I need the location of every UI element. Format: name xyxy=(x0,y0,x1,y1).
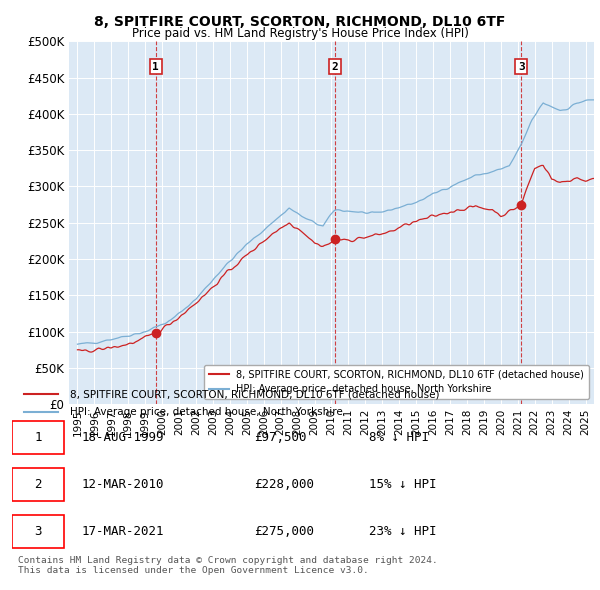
Text: £228,000: £228,000 xyxy=(254,478,314,491)
Text: Contains HM Land Registry data © Crown copyright and database right 2024.
This d: Contains HM Land Registry data © Crown c… xyxy=(18,556,438,575)
Text: 18-AUG-1999: 18-AUG-1999 xyxy=(81,431,164,444)
Text: £275,000: £275,000 xyxy=(254,525,314,538)
Text: 17-MAR-2021: 17-MAR-2021 xyxy=(81,525,164,538)
Text: 3: 3 xyxy=(34,525,41,538)
Text: 8, SPITFIRE COURT, SCORTON, RICHMOND, DL10 6TF (detached house): 8, SPITFIRE COURT, SCORTON, RICHMOND, DL… xyxy=(70,389,439,399)
FancyBboxPatch shape xyxy=(12,468,64,501)
Text: 2: 2 xyxy=(331,62,338,72)
Text: 23% ↓ HPI: 23% ↓ HPI xyxy=(369,525,437,538)
FancyBboxPatch shape xyxy=(12,421,64,454)
Text: 8% ↓ HPI: 8% ↓ HPI xyxy=(369,431,429,444)
Text: 12-MAR-2010: 12-MAR-2010 xyxy=(81,478,164,491)
Text: Price paid vs. HM Land Registry's House Price Index (HPI): Price paid vs. HM Land Registry's House … xyxy=(131,27,469,40)
FancyBboxPatch shape xyxy=(12,515,64,548)
Text: 15% ↓ HPI: 15% ↓ HPI xyxy=(369,478,437,491)
Text: 1: 1 xyxy=(34,431,41,444)
Text: HPI: Average price, detached house, North Yorkshire: HPI: Average price, detached house, Nort… xyxy=(70,407,343,417)
Text: 1: 1 xyxy=(152,62,159,72)
Text: 3: 3 xyxy=(518,62,525,72)
Legend: 8, SPITFIRE COURT, SCORTON, RICHMOND, DL10 6TF (detached house), HPI: Average pr: 8, SPITFIRE COURT, SCORTON, RICHMOND, DL… xyxy=(205,365,589,399)
Text: 2: 2 xyxy=(34,478,41,491)
Text: 8, SPITFIRE COURT, SCORTON, RICHMOND, DL10 6TF: 8, SPITFIRE COURT, SCORTON, RICHMOND, DL… xyxy=(94,15,506,29)
Text: £97,500: £97,500 xyxy=(254,431,307,444)
